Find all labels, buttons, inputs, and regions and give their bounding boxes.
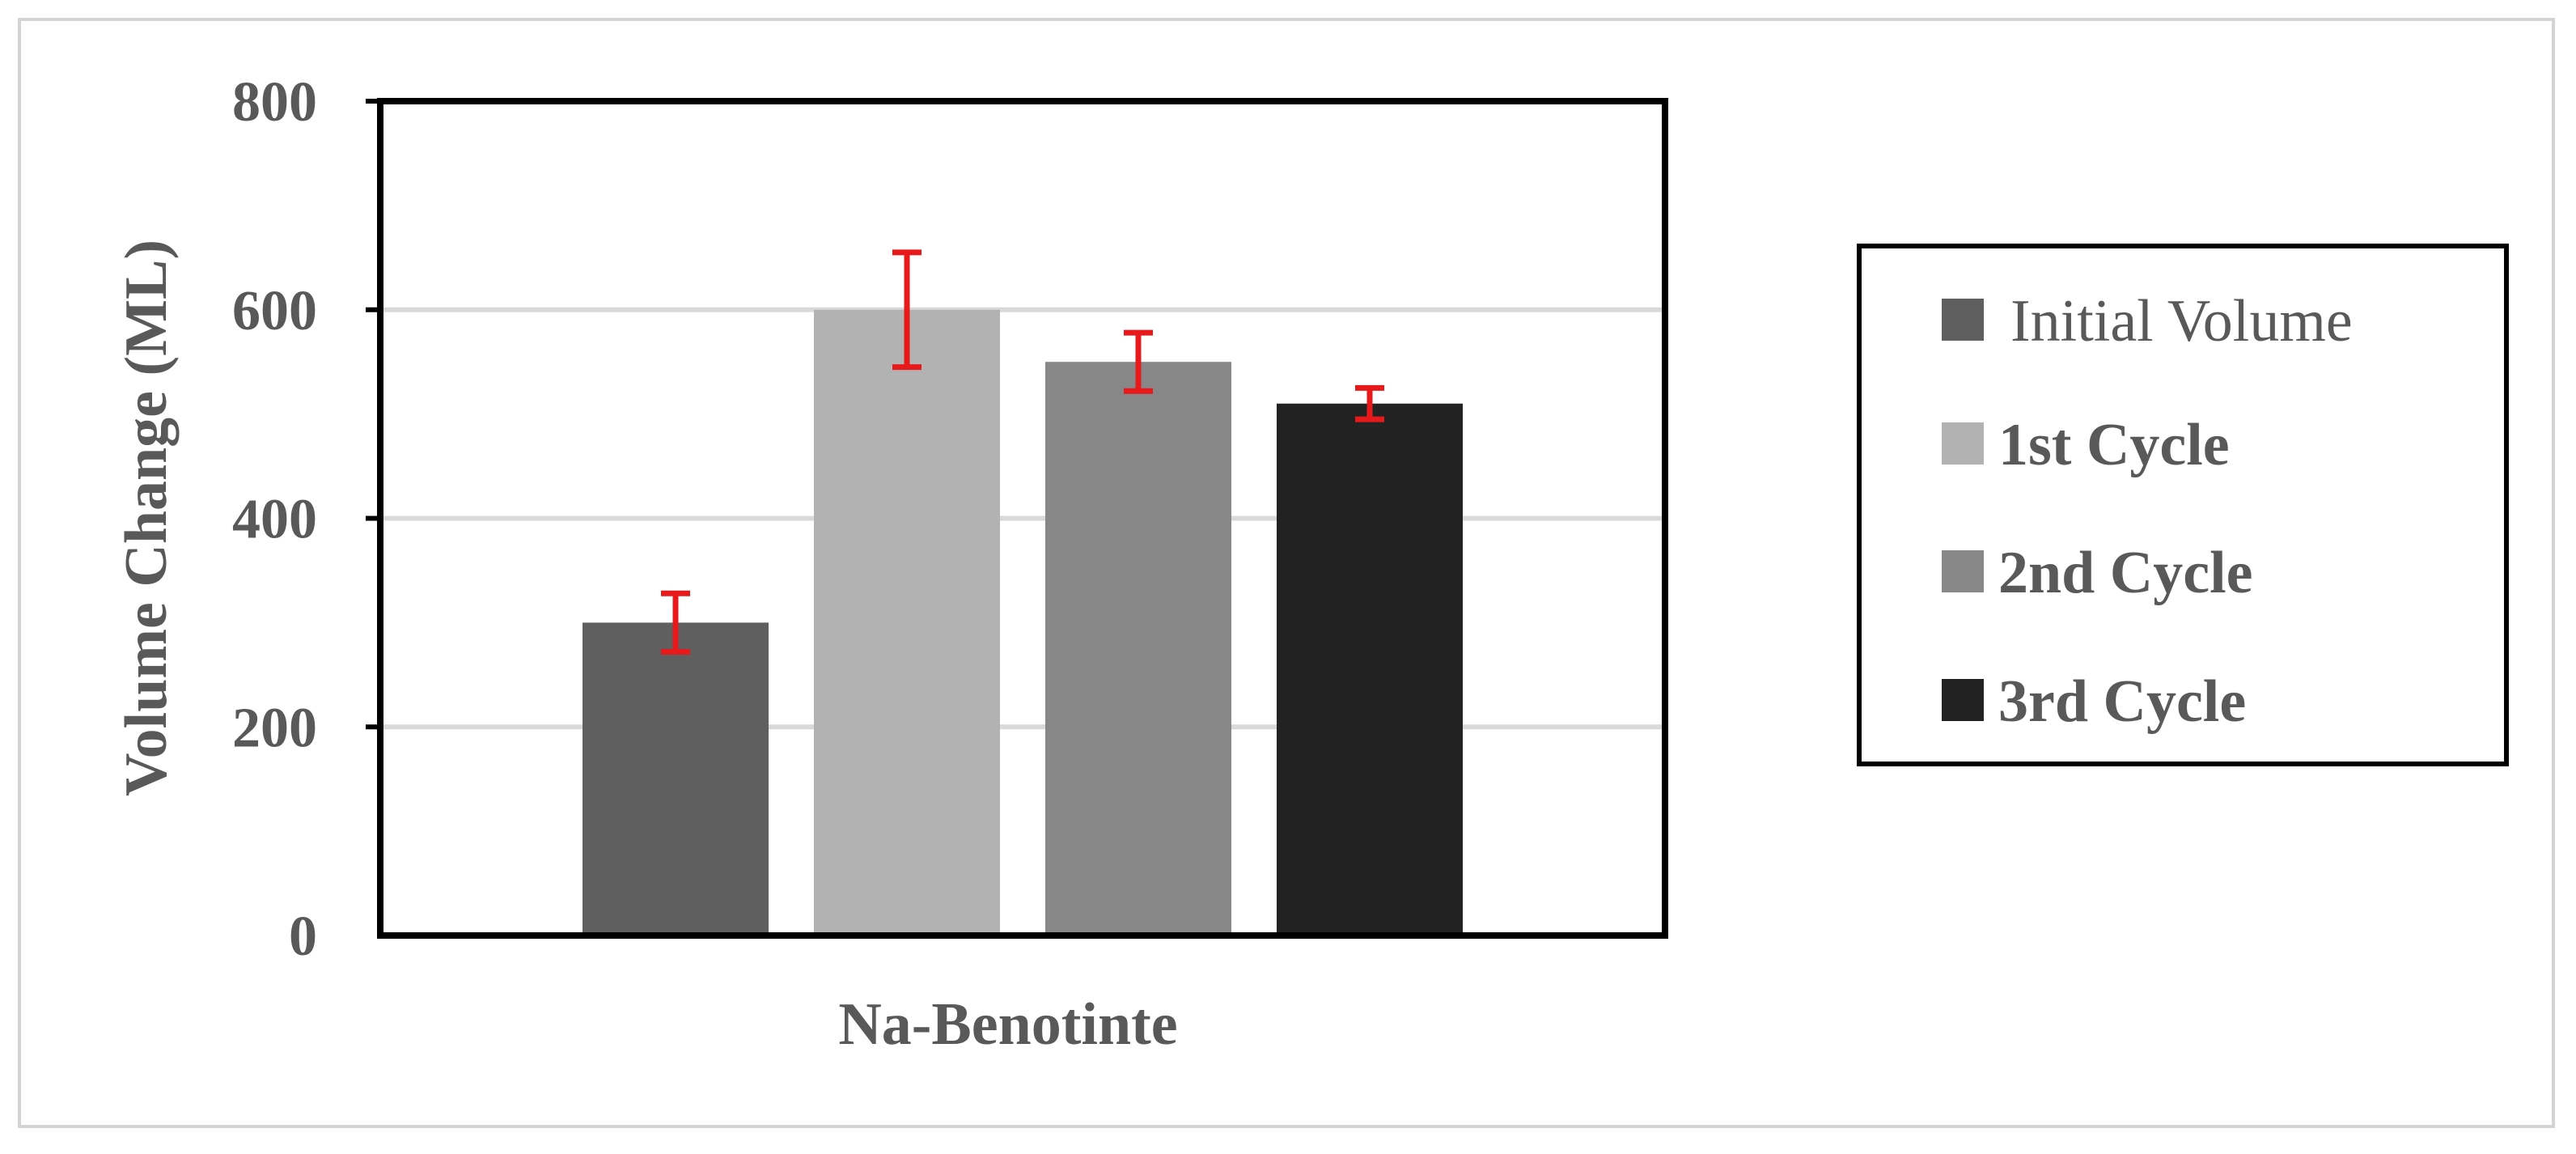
legend-swatch (1942, 422, 1984, 465)
x-category-label: Na-Benotinte (838, 991, 1177, 1058)
legend-swatch (1942, 550, 1984, 592)
legend-label: Initial Volume (2010, 288, 2353, 354)
legend-label: 1st Cycle (1998, 412, 2230, 478)
legend-label: 2nd Cycle (1998, 540, 2253, 606)
legend-swatch (1942, 299, 1984, 341)
legend: Initial Volume 1st Cycle 2nd Cycle 3rd Cycl… (1942, 288, 2353, 735)
bars (583, 309, 1463, 936)
y-tick-label: 0 (289, 906, 317, 968)
gridlines (380, 307, 1665, 730)
y-tick-label: 600 (232, 280, 317, 342)
y-axis-title: Volume Change (ML) (113, 240, 180, 796)
error-bars (661, 249, 1384, 655)
y-tick-label: 400 (232, 489, 317, 551)
y-tick-label: 200 (232, 697, 317, 759)
bar (583, 622, 769, 936)
y-axis-ticks: 0 200 400 600 800 (232, 71, 380, 968)
bar (814, 309, 1000, 936)
y-tick-label: 800 (232, 71, 317, 134)
legend-label: 3rd Cycle (1998, 668, 2246, 735)
bar (1277, 403, 1463, 936)
bar (1045, 362, 1231, 936)
legend-swatch (1942, 679, 1984, 721)
